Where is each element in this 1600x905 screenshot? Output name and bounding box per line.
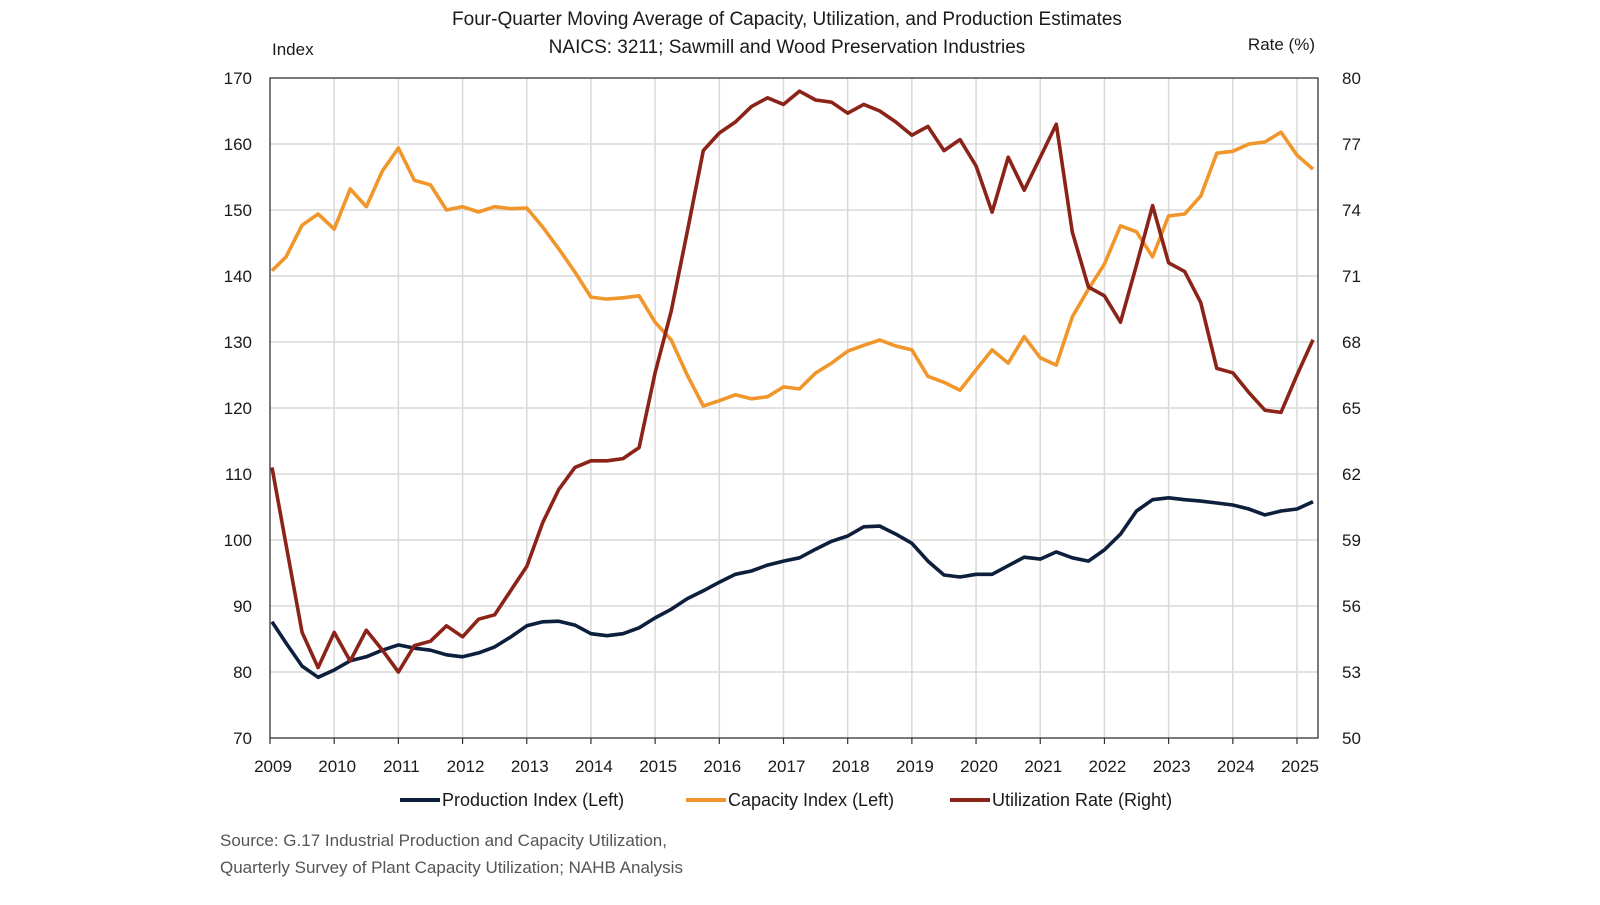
right-tick-label: 68 xyxy=(1342,333,1361,352)
axes: 70 80 90 100 110 120 130 140 150 160 170 50 53 56 59 62… xyxy=(224,69,1361,776)
plot-frame xyxy=(269,77,1319,739)
left-tick-label: 70 xyxy=(233,729,252,748)
source-line-1: Source: G.17 Industrial Production and C… xyxy=(220,831,667,850)
x-tick-label: 2023 xyxy=(1153,757,1191,776)
x-tick-label: 2009 xyxy=(254,757,292,776)
right-tick-label: 62 xyxy=(1342,465,1361,484)
chart-title: Four-Quarter Moving Average of Capacity,… xyxy=(452,9,1122,30)
x-tick-label: 2021 xyxy=(1024,757,1062,776)
x-tick-label: 2025 xyxy=(1281,757,1319,776)
left-tick-label: 170 xyxy=(224,69,252,88)
left-tick-label: 90 xyxy=(233,597,252,616)
chart-subtitle: NAICS: 3211; Sawmill and Wood Preservati… xyxy=(549,37,1026,58)
right-tick-label: 71 xyxy=(1342,267,1361,286)
x-tick-label: 2024 xyxy=(1217,757,1255,776)
right-tick-label: 77 xyxy=(1342,135,1361,154)
right-tick-label: 80 xyxy=(1342,69,1361,88)
x-tick-label: 2011 xyxy=(383,757,420,776)
left-tick-label: 110 xyxy=(225,465,252,484)
legend-item: Capacity Index (Left) xyxy=(686,790,894,810)
series-line-utilization-rate-right xyxy=(270,89,1315,674)
left-tick-label: 120 xyxy=(224,399,252,418)
legend-item: Utilization Rate (Right) xyxy=(950,790,1172,810)
x-tick-label: 2014 xyxy=(575,757,613,776)
x-tick-label: 2020 xyxy=(960,757,998,776)
legend-item: Production Index (Left) xyxy=(400,790,624,810)
right-tick-label: 50 xyxy=(1342,729,1361,748)
right-axis-label: Rate (%) xyxy=(1248,35,1315,54)
series-lines xyxy=(270,89,1315,680)
left-tick-label: 130 xyxy=(224,333,252,352)
legend: Production Index (Left) Capacity Index (L… xyxy=(400,790,1172,810)
left-tick-label: 100 xyxy=(224,531,252,550)
left-tick-label: 160 xyxy=(224,135,252,154)
left-tick-label: 150 xyxy=(224,201,252,220)
right-tick-label: 65 xyxy=(1342,399,1361,418)
right-tick-label: 59 xyxy=(1342,531,1361,550)
right-tick-label: 56 xyxy=(1342,597,1361,616)
series-line-capacity-index-left xyxy=(270,130,1315,408)
right-tick-label: 74 xyxy=(1342,201,1361,220)
source-line-2: Quarterly Survey of Plant Capacity Utili… xyxy=(220,858,683,877)
x-tick-label: 2018 xyxy=(832,757,870,776)
x-tick-label: 2022 xyxy=(1089,757,1127,776)
x-tick-label: 2010 xyxy=(318,757,356,776)
x-tick-label: 2012 xyxy=(447,757,485,776)
left-tick-label: 140 xyxy=(224,267,252,286)
x-tick-label: 2019 xyxy=(896,757,934,776)
left-tick-label: 80 xyxy=(233,663,252,682)
legend-label: Capacity Index (Left) xyxy=(728,790,894,810)
left-axis-label: Index xyxy=(272,40,314,59)
x-tick-label: 2015 xyxy=(639,757,677,776)
legend-label: Production Index (Left) xyxy=(442,790,624,810)
x-tick-label: 2016 xyxy=(703,757,741,776)
legend-label: Utilization Rate (Right) xyxy=(992,790,1172,810)
x-tick-label: 2017 xyxy=(768,757,806,776)
x-tick-label: 2013 xyxy=(511,757,549,776)
right-tick-label: 53 xyxy=(1342,663,1361,682)
gridlines xyxy=(270,78,1318,738)
series-line-production-index-left xyxy=(270,495,1314,680)
